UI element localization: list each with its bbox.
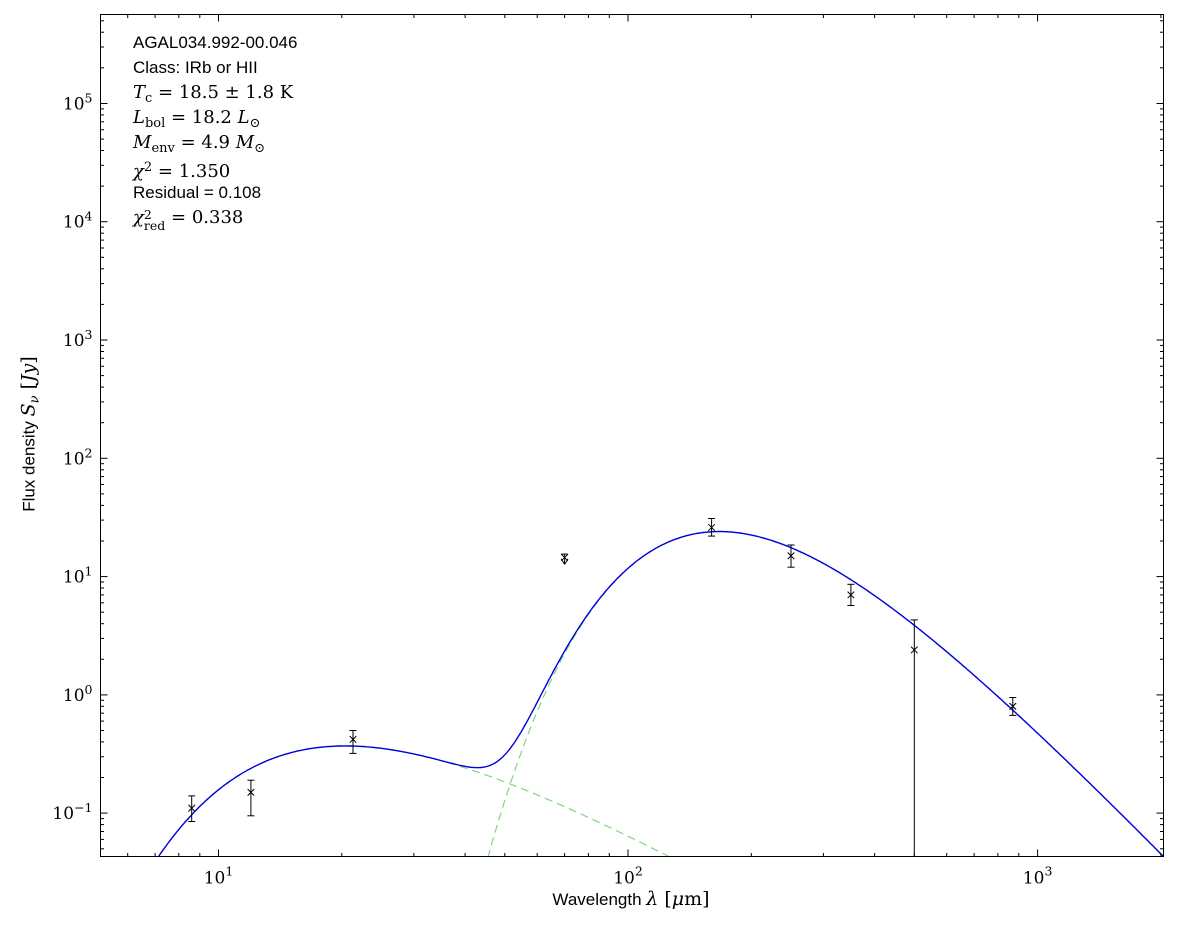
chi2red-supsub: 2 red xyxy=(143,207,166,233)
residual-line: Residual = 0.108 xyxy=(133,183,262,202)
chi2red-line: χ 2 red = 0.338 xyxy=(133,207,244,233)
y-tick-label: 104 xyxy=(63,209,93,233)
chi2-line: χ2 = 1.350 xyxy=(133,160,231,182)
menv-line: Menv = 4.9 M⊙ xyxy=(133,132,266,156)
data-points xyxy=(188,518,1017,857)
class-line: Class: IRb or HII xyxy=(133,58,258,77)
y-axis-label: Flux density Sν [Jy] xyxy=(17,356,43,512)
x-tick-label: 101 xyxy=(204,864,234,889)
y-tick-label: 105 xyxy=(63,91,93,115)
y-tick-label: 10−1 xyxy=(52,800,92,824)
tc-line: Tc = 18.5 ± 1.8 K xyxy=(133,82,294,106)
model-total-curve xyxy=(157,530,1164,857)
x-tick-label: 103 xyxy=(1023,864,1053,889)
axes-frame xyxy=(100,14,1164,857)
y-tick-label: 100 xyxy=(63,682,93,706)
axis-ticks xyxy=(100,14,1164,857)
y-tick-label: 101 xyxy=(63,564,93,588)
x-tick-label: 102 xyxy=(613,864,643,889)
tick-labels: 101 102 103 10−1 100 101 102 103 104 105 xyxy=(52,91,1052,889)
x-axis-label: Wavelength λ [μm] xyxy=(552,888,710,910)
lbol-line: Lbol = 18.2 L⊙ xyxy=(133,107,261,131)
source-name: AGAL034.992-00.046 xyxy=(133,33,298,52)
y-tick-label: 102 xyxy=(63,445,93,469)
annotation-block: AGAL034.992-00.046 Class: IRb or HII Tc … xyxy=(133,30,298,233)
y-tick-label: 103 xyxy=(63,327,93,351)
